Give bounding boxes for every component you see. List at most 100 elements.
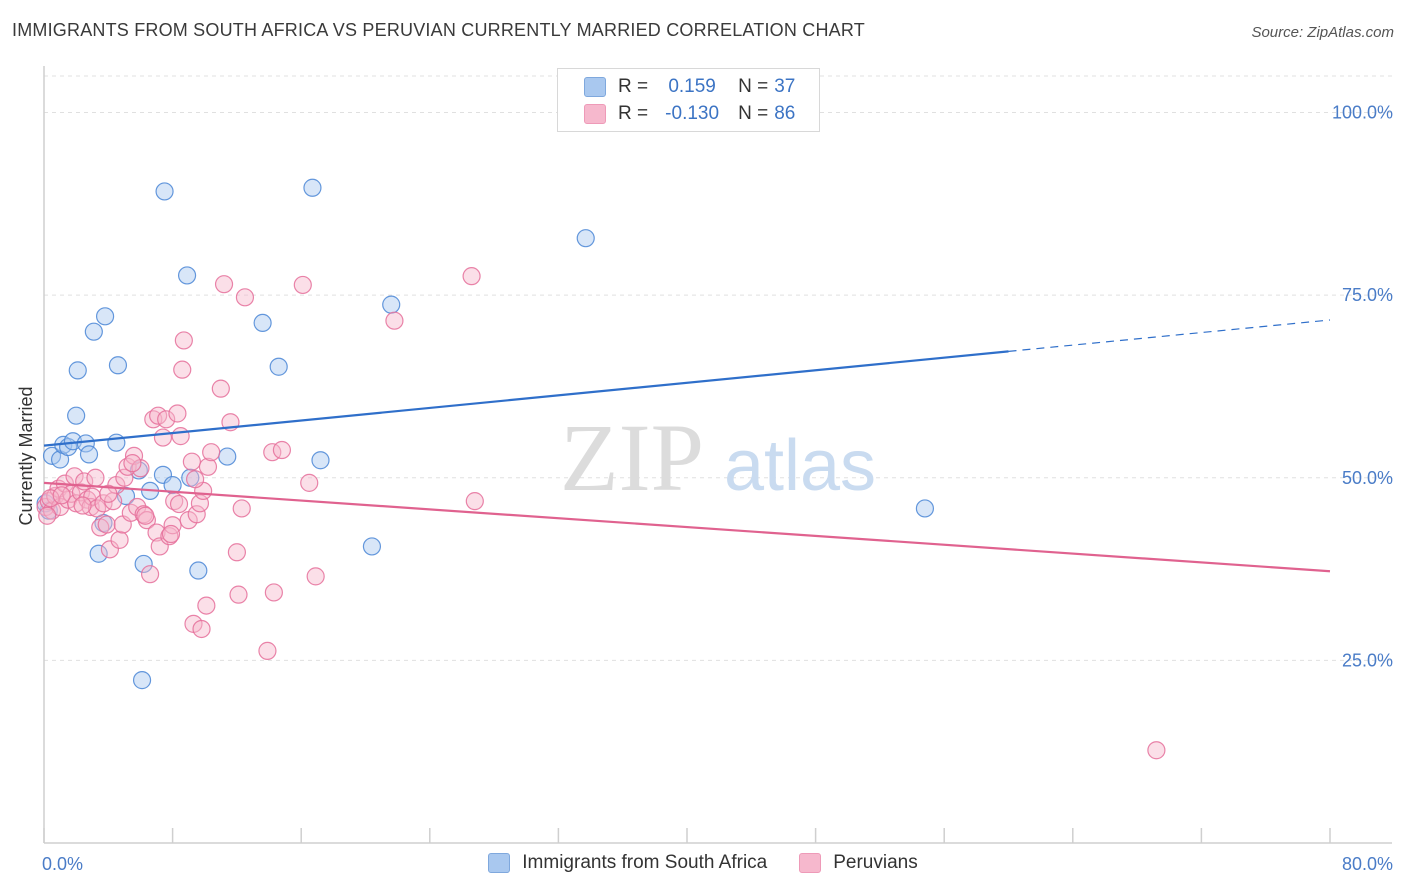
point-peruvians bbox=[157, 410, 176, 429]
x-tick-label: 80.0% bbox=[1342, 854, 1393, 874]
point-south-africa bbox=[269, 357, 288, 376]
point-peruvians bbox=[293, 275, 312, 295]
trend-line-south-africa bbox=[43, 350, 1009, 447]
point-peruvians bbox=[38, 506, 57, 525]
tick-labels: 100.0% 75.0% 50.0% 25.0% 0.0% 80.0% bbox=[42, 103, 1393, 874]
point-south-africa bbox=[218, 447, 237, 466]
point-peruvians bbox=[161, 524, 181, 544]
point-peruvians bbox=[300, 473, 319, 492]
point-peruvians bbox=[168, 404, 187, 423]
point-peruvians bbox=[211, 379, 230, 398]
axes bbox=[43, 66, 1392, 844]
point-peruvians bbox=[202, 443, 221, 462]
point-peruvians bbox=[198, 457, 218, 476]
point-peruvians bbox=[462, 267, 481, 286]
point-south-africa bbox=[177, 266, 197, 285]
r-label: R = bbox=[618, 76, 649, 97]
legend-swatch-peruvians bbox=[799, 853, 822, 873]
point-south-africa bbox=[107, 433, 126, 452]
y-tick-label: 50.0% bbox=[1342, 468, 1393, 488]
r-value: 0.159 bbox=[668, 76, 716, 97]
point-peruvians bbox=[232, 499, 251, 518]
legend-swatch-south-africa bbox=[584, 77, 606, 97]
watermark: ZIP atlas bbox=[560, 404, 876, 511]
point-peruvians bbox=[52, 486, 71, 505]
point-peruvians bbox=[1147, 741, 1166, 760]
point-south-africa bbox=[68, 361, 87, 380]
legend-label-peruvians: Peruvians bbox=[833, 852, 918, 873]
n-value: 37 bbox=[774, 76, 796, 97]
n-label: N = bbox=[738, 76, 769, 97]
legend-swatch-peruvians bbox=[584, 104, 606, 124]
point-peruvians bbox=[41, 489, 60, 508]
point-south-africa bbox=[303, 178, 322, 197]
y-tick-label: 75.0% bbox=[1342, 285, 1393, 305]
point-peruvians bbox=[272, 440, 292, 460]
point-peruvians bbox=[465, 492, 484, 511]
point-peruvians bbox=[110, 530, 129, 549]
watermark-zip: ZIP bbox=[560, 404, 704, 511]
legend-swatch-south-africa bbox=[488, 853, 511, 873]
chart-title: IMMIGRANTS FROM SOUTH AFRICA VS PERUVIAN… bbox=[12, 20, 865, 40]
legend-row-peruvians: R = -0.130 N = 86 bbox=[584, 102, 795, 126]
y-axis-title: Currently Married bbox=[16, 386, 36, 525]
n-label: N = bbox=[738, 103, 769, 124]
x-tick-label: 0.0% bbox=[42, 854, 83, 874]
point-south-africa bbox=[89, 544, 108, 563]
point-south-africa bbox=[95, 307, 115, 326]
r-value: -0.130 bbox=[665, 103, 720, 124]
n-value: 86 bbox=[774, 103, 796, 124]
point-peruvians bbox=[258, 641, 277, 660]
point-south-africa bbox=[382, 295, 401, 314]
point-peruvians bbox=[174, 331, 193, 350]
point-peruvians bbox=[86, 468, 105, 487]
point-south-africa bbox=[84, 322, 103, 341]
series-legend: Immigrants from South Africa Peruvians bbox=[0, 852, 1406, 874]
point-peruvians bbox=[186, 470, 205, 489]
legend-label-south-africa: Immigrants from South Africa bbox=[522, 852, 768, 873]
point-south-africa bbox=[79, 445, 99, 464]
point-peruvians bbox=[73, 496, 92, 515]
point-south-africa bbox=[132, 671, 152, 690]
point-south-africa bbox=[915, 499, 935, 518]
point-south-africa bbox=[67, 406, 86, 425]
r-label: R = bbox=[618, 103, 649, 124]
trend-line-extension-south-africa bbox=[1008, 319, 1331, 352]
point-peruvians bbox=[192, 619, 211, 639]
stats-legend: R = 0.159 N = 37 R = -0.130 N = 86 bbox=[557, 68, 820, 132]
point-peruvians bbox=[214, 275, 234, 294]
point-peruvians bbox=[97, 515, 116, 534]
watermark-atlas: atlas bbox=[724, 426, 876, 506]
point-south-africa bbox=[311, 451, 330, 470]
point-south-africa bbox=[253, 313, 272, 333]
point-peruvians bbox=[197, 596, 216, 615]
point-peruvians bbox=[182, 452, 201, 471]
point-peruvians bbox=[227, 543, 246, 562]
point-peruvians bbox=[385, 311, 404, 330]
legend-row-south-africa: R = 0.159 N = 37 bbox=[584, 75, 795, 99]
point-south-africa bbox=[108, 356, 128, 375]
point-peruvians bbox=[169, 494, 189, 514]
trend-line-peruvians bbox=[43, 481, 1331, 573]
legend-item-peruvians[interactable]: Peruvians bbox=[799, 852, 918, 874]
y-tick-label: 25.0% bbox=[1342, 650, 1393, 670]
legend-item-south-africa[interactable]: Immigrants from South Africa bbox=[488, 852, 767, 874]
point-south-africa bbox=[189, 561, 208, 580]
point-peruvians bbox=[173, 360, 192, 379]
data-points bbox=[36, 178, 1166, 760]
point-south-africa bbox=[163, 475, 182, 495]
point-peruvians bbox=[153, 428, 173, 447]
point-peruvians bbox=[99, 484, 118, 503]
point-south-africa bbox=[576, 229, 595, 248]
y-tick-label: 100.0% bbox=[1332, 103, 1393, 123]
point-peruvians bbox=[115, 468, 134, 487]
point-peruvians bbox=[187, 505, 206, 524]
point-peruvians bbox=[140, 565, 160, 584]
point-peruvians bbox=[100, 540, 120, 559]
point-peruvians bbox=[235, 288, 255, 307]
source-credit: Source: ZipAtlas.com bbox=[1251, 24, 1394, 41]
point-south-africa bbox=[362, 537, 382, 556]
point-peruvians bbox=[229, 585, 248, 604]
point-peruvians bbox=[136, 506, 155, 525]
